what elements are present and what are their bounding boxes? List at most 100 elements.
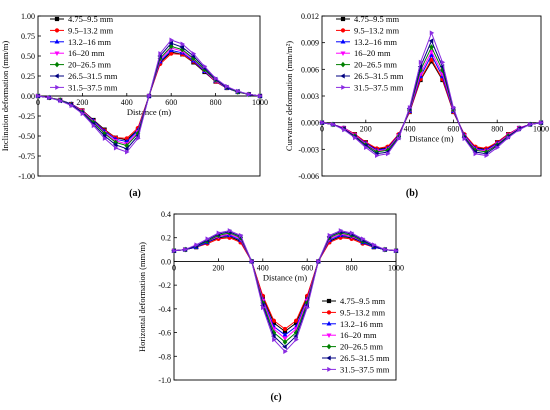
data-point xyxy=(179,44,185,50)
y-tick-label: 0.00 xyxy=(21,92,35,101)
x-tick-label: 800 xyxy=(210,98,222,107)
legend-marker xyxy=(341,84,346,90)
legend-entry: 31.5–37.5 mm xyxy=(340,364,390,374)
data-point xyxy=(172,248,177,254)
legend-marker xyxy=(340,61,346,68)
data-point xyxy=(282,344,287,350)
x-tick-label: 0 xyxy=(172,263,176,272)
data-point xyxy=(47,95,52,101)
data-point xyxy=(258,93,263,99)
x-tick-label: 600 xyxy=(165,98,177,107)
legend-marker xyxy=(54,51,60,56)
data-point xyxy=(429,49,434,55)
data-point xyxy=(539,120,544,126)
y-tick-label: -0.6 xyxy=(158,329,171,338)
data-point xyxy=(364,145,369,151)
data-point xyxy=(327,232,333,238)
y-tick-label: 0.012 xyxy=(301,12,319,21)
data-point xyxy=(294,337,299,343)
data-point xyxy=(80,111,86,117)
data-point xyxy=(353,135,358,141)
data-point xyxy=(385,151,391,157)
y-axis-title: Horizontal deformation (mm/m) xyxy=(137,242,147,352)
data-point xyxy=(462,136,468,142)
legend-entry: 13.2–16 mm xyxy=(354,37,397,47)
data-point xyxy=(194,242,199,248)
y-tick-label: -1.0 xyxy=(158,376,171,385)
legend-entry: 9.5–13.2 mm xyxy=(68,25,113,35)
data-point xyxy=(124,146,129,152)
x-tick-label: 0 xyxy=(320,125,324,134)
data-point xyxy=(271,333,276,339)
data-point xyxy=(506,135,511,141)
chart-panel: 0 200 400 600 800 1000 -1.00 -0.75 -0.50 -0.25 0.0… xyxy=(0,12,268,199)
y-tick-label: -1.00 xyxy=(18,172,35,181)
x-tick-label: 1000 xyxy=(252,98,268,107)
data-point xyxy=(282,339,288,345)
data-point xyxy=(484,153,490,159)
x-tick-label: 1000 xyxy=(388,263,404,272)
y-axis-title: Inclination deformation (mm/m) xyxy=(0,41,10,152)
legend-marker xyxy=(326,298,332,304)
data-point xyxy=(216,230,222,236)
data-point xyxy=(316,258,322,264)
data-point xyxy=(440,59,446,65)
y-tick-label: 0.003 xyxy=(301,92,319,101)
plot-frame xyxy=(173,213,397,381)
data-point xyxy=(338,228,344,234)
x-axis-title: Distance (m) xyxy=(127,107,171,117)
legend-entry: 26.5–31.5 mm xyxy=(68,71,118,81)
y-tick-label: -0.003 xyxy=(298,145,319,154)
data-point xyxy=(407,105,413,111)
data-point xyxy=(247,91,252,97)
legend-marker xyxy=(54,73,59,79)
y-tick-label: -0.8 xyxy=(158,352,171,361)
legend-entry: 16–20 mm xyxy=(340,330,377,340)
legend-entry: 20–26.5 mm xyxy=(340,342,383,352)
legend-entry: 13.2–16 mm xyxy=(68,37,111,47)
legend-entry: 9.5–13.2 mm xyxy=(354,25,399,35)
legend-marker xyxy=(326,355,331,361)
x-tick-label: 400 xyxy=(121,98,133,107)
data-point xyxy=(305,305,310,311)
x-tick-label: 200 xyxy=(76,98,88,107)
y-tick-label: -0.25 xyxy=(18,112,35,121)
data-point xyxy=(238,232,244,238)
data-point xyxy=(236,88,241,94)
data-point xyxy=(349,230,355,236)
legend-marker xyxy=(54,39,60,44)
y-tick-label: 0.4 xyxy=(161,210,171,219)
data-point xyxy=(147,93,152,99)
data-point xyxy=(213,75,219,81)
legend-marker xyxy=(340,16,346,22)
data-point xyxy=(383,247,388,253)
y-tick-label: 0.009 xyxy=(301,39,319,48)
legend-entry: 31.5–37.5 mm xyxy=(68,82,118,92)
data-point xyxy=(394,248,399,254)
x-tick-label: 0 xyxy=(36,98,40,107)
y-tick-label: -0.75 xyxy=(18,152,35,161)
x-tick-label: 600 xyxy=(447,125,459,134)
data-point xyxy=(282,326,288,332)
data-point xyxy=(249,258,255,264)
y-tick-label: 0.000 xyxy=(301,119,319,128)
data-point xyxy=(282,332,288,337)
legend-entry: 4.75–9.5 mm xyxy=(340,296,385,306)
y-tick-label: 0.50 xyxy=(21,52,35,61)
legend-entry: 26.5–31.5 mm xyxy=(340,353,390,363)
y-tick-label: 0.0 xyxy=(161,257,171,266)
data-point xyxy=(429,44,434,50)
panel-label: (a) xyxy=(129,188,141,199)
x-tick-label: 200 xyxy=(212,263,224,272)
y-tick-label: 0.75 xyxy=(21,32,35,41)
x-tick-label: 800 xyxy=(491,125,503,134)
panel-label: (b) xyxy=(406,188,418,199)
y-tick-label: -0.50 xyxy=(18,132,35,141)
data-point xyxy=(342,127,347,133)
data-point xyxy=(202,63,208,69)
data-point xyxy=(473,151,479,157)
data-point xyxy=(375,153,380,159)
